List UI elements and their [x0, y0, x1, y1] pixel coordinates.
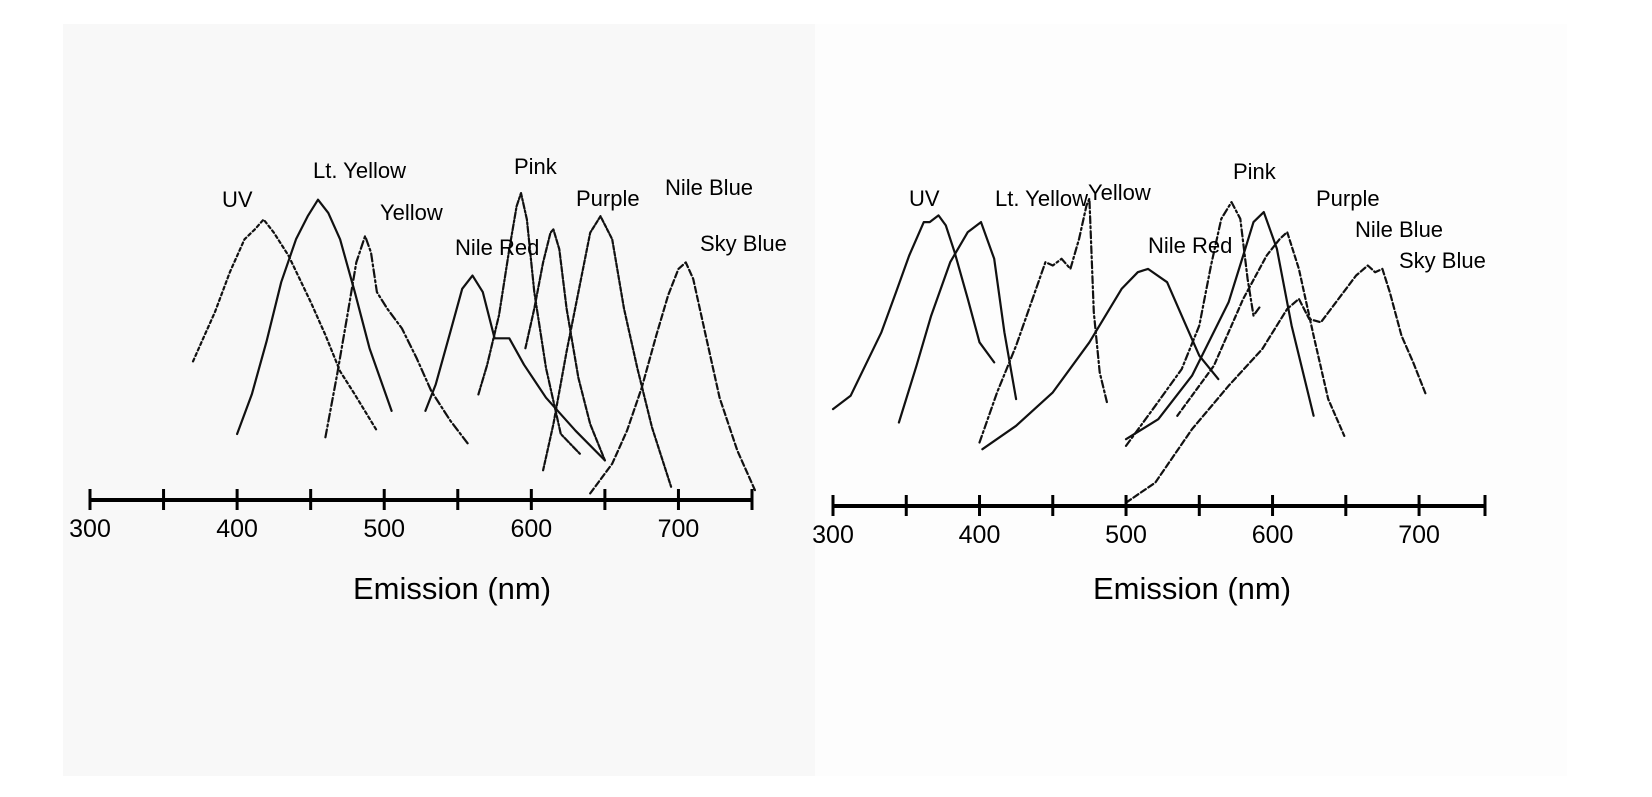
- series-line-purple: [1124, 211, 1315, 441]
- x-tick-label: 700: [1398, 521, 1440, 549]
- series-label-yellow: Yellow: [1088, 180, 1151, 205]
- series-line-sky-blue: [1124, 264, 1428, 504]
- chart-right: UV Lt. Yellow Yellow Nile Red Pink Purple Nile…: [812, 159, 1487, 606]
- curves-right: [831, 197, 1428, 504]
- series-label-nile-red: Nile Red: [1148, 233, 1232, 258]
- series-label-pink: Pink: [514, 154, 558, 179]
- series-label-lt-yellow: Lt. Yellow: [313, 158, 406, 183]
- series-line-nile-red: [424, 274, 606, 462]
- series-label-purple: Purple: [576, 186, 640, 211]
- series-line-nile-red: [981, 267, 1220, 451]
- x-axis-left: 300 400 500 600 700: [69, 489, 754, 543]
- x-tick-label: 600: [1252, 521, 1294, 549]
- chart-left: UV Lt. Yellow Yellow Nile Red Pink Purple Nile…: [69, 154, 787, 606]
- series-label-uv: UV: [909, 186, 940, 211]
- series-line-purple: [524, 228, 606, 462]
- series-label-nile-blue: Nile Blue: [1355, 217, 1443, 242]
- series-label-nile-blue: Nile Blue: [665, 175, 753, 200]
- chart-panel-right: UV Lt. Yellow Yellow Nile Red Pink Purple Nile…: [812, 24, 1567, 776]
- series-label-sky-blue: Sky Blue: [700, 231, 787, 256]
- series-line-pink: [1124, 201, 1262, 447]
- series-label-pink: Pink: [1233, 159, 1277, 184]
- series-labels-right: UV Lt. Yellow Yellow Nile Red Pink Purple Nile…: [909, 159, 1486, 273]
- x-axis-title-right: Emission (nm): [1093, 571, 1291, 606]
- series-label-lt-yellow: Lt. Yellow: [995, 186, 1088, 211]
- x-axis-right: 300 400 500 600 700: [812, 495, 1487, 549]
- series-line-yellow: [324, 234, 470, 445]
- series-line-lt-yellow: [236, 198, 393, 436]
- series-label-yellow: Yellow: [380, 200, 443, 225]
- series-line-uv: [191, 218, 378, 432]
- series-label-purple: Purple: [1316, 186, 1380, 211]
- series-label-nile-red: Nile Red: [455, 235, 539, 260]
- series-label-uv: UV: [222, 187, 253, 212]
- x-tick-label: 400: [216, 515, 258, 543]
- chart-panel-left: UV Lt. Yellow Yellow Nile Red Pink Purple Nile…: [63, 24, 815, 776]
- x-tick-label: 600: [510, 515, 552, 543]
- x-tick-label: 300: [812, 521, 854, 549]
- curves-left: [191, 192, 756, 495]
- series-line-nile-blue: [1176, 231, 1346, 437]
- series-labels-left: UV Lt. Yellow Yellow Nile Red Pink Purple Nile…: [222, 154, 787, 260]
- series-label-sky-blue: Sky Blue: [1399, 248, 1486, 273]
- series-line-sky-blue: [589, 261, 756, 495]
- series-line-pink: [477, 192, 581, 455]
- x-tick-label: 400: [959, 521, 1001, 549]
- x-tick-label: 500: [363, 515, 405, 543]
- x-tick-label: 500: [1105, 521, 1147, 549]
- series-line-uv: [831, 214, 996, 411]
- x-tick-label: 300: [69, 515, 111, 543]
- series-line-lt-yellow: [897, 221, 1018, 424]
- x-axis-title-left: Emission (nm): [353, 571, 551, 606]
- x-tick-label: 700: [658, 515, 700, 543]
- series-line-yellow: [978, 197, 1109, 444]
